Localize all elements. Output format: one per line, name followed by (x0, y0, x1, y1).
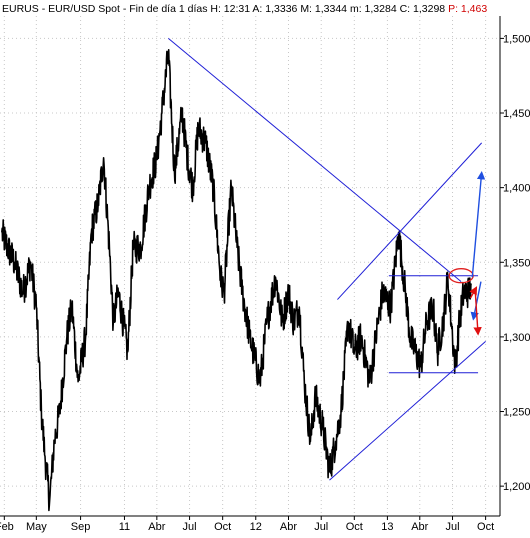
blue-arrow (470, 281, 482, 321)
x-axis: Feb May Sep 11 Abr Jul Oct 12 Abr Jul Oct 13 Abr Jul O… (0, 515, 500, 533)
y-tick-label: 1,350 (503, 257, 530, 269)
x-tick-label: 11 (119, 521, 130, 533)
x-tick-label: Abr (280, 521, 297, 533)
c-value: 1,3298 (413, 3, 445, 15)
m-value: 1,3344 (315, 3, 347, 15)
interval-text: Fin de día 1 días (129, 3, 207, 15)
x-tick-label: May (26, 521, 47, 533)
min-value: 1,3284 (365, 3, 397, 15)
x-tick-label: Jul (183, 521, 197, 533)
x-tick-label: Feb (0, 521, 14, 533)
header-background (0, 0, 530, 16)
red-arrow (469, 286, 478, 299)
h-value: 12:31 (224, 3, 250, 15)
x-tick-label: Oct (477, 521, 494, 533)
symbol-text: EURUS (2, 3, 39, 15)
y-tick-label: 1,250 (503, 407, 530, 419)
y-tick-label: 1,450 (503, 108, 530, 120)
price-line (1, 49, 472, 512)
x-tick-label: Oct (214, 521, 231, 533)
x-tick-label: Jul (445, 521, 459, 533)
y-axis: 1,500 1,450 1,400 1,350 1,300 1,250 1,200 (499, 16, 530, 516)
y-tick-label: 1,200 (503, 481, 530, 493)
red-arrow (473, 290, 482, 336)
a-value: 1,3336 (265, 3, 297, 15)
x-tick-label: 12 (250, 521, 262, 533)
trend-line (337, 142, 483, 300)
x-tick-label: Abr (148, 521, 165, 533)
y-tick-label: 1,400 (503, 183, 530, 195)
trend-line (168, 38, 462, 283)
x-tick-label: Oct (346, 521, 363, 533)
p-value: 1,463 (461, 3, 487, 15)
x-tick-label: Jul (314, 521, 328, 533)
trend-line (329, 340, 486, 481)
x-tick-label: Sep (71, 521, 91, 533)
annotations (168, 38, 486, 481)
x-tick-label: 13 (381, 521, 393, 533)
y-tick-label: 1,500 (503, 33, 530, 45)
y-tick-label: 1,300 (503, 332, 530, 344)
x-tick-label: Abr (411, 521, 428, 533)
highlight-circle (448, 268, 474, 284)
blue-arrow (471, 171, 486, 278)
chart-header: EURUS - EUR/USD Spot - Fin de día 1 días… (2, 3, 487, 15)
instrument-name: EUR/USD Spot (48, 3, 120, 15)
price-series (1, 49, 472, 512)
